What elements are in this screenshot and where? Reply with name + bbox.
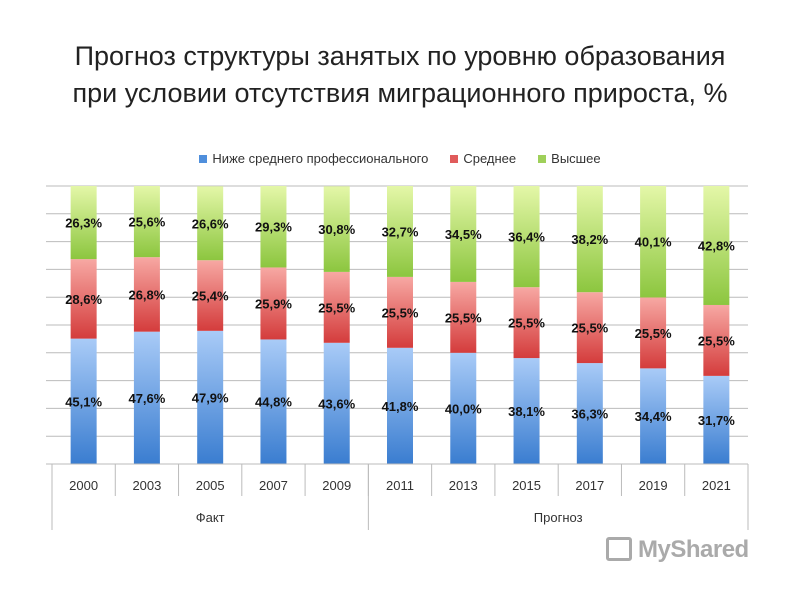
x-tick-label: 2005 [196,478,225,493]
data-label: 43,6% [318,396,355,411]
data-label: 25,5% [382,305,419,320]
bar-segment [260,186,287,268]
data-label: 26,3% [65,216,102,231]
data-label: 31,7% [698,413,735,428]
bar-segment [450,352,477,464]
bar-segment [387,186,413,277]
x-tick-label: 2011 [386,478,414,493]
bar-segment [576,292,603,364]
data-label: 25,4% [192,289,229,304]
data-label: 26,6% [192,216,229,231]
legend-swatch [199,155,208,163]
data-label: 38,2% [571,232,608,247]
legend-label: Среднее [463,151,517,166]
bar-segment [640,297,667,369]
data-label: 25,5% [508,316,545,331]
data-label: 32,7% [382,224,419,239]
bar-segment [513,358,540,464]
x-tick-label: 2009 [322,478,351,493]
chart-title: Прогноз структуры занятых по уровню обра… [0,38,800,112]
data-label: 25,6% [128,215,165,230]
data-label: 25,9% [255,296,292,311]
data-label: 30,8% [318,222,355,237]
data-label: 25,5% [698,333,735,348]
x-tick-label: 2015 [512,478,541,493]
data-label: 44,8% [255,395,292,410]
x-tick-label: 2003 [132,478,161,493]
x-tick-label: 2000 [69,478,98,493]
title-line: Прогноз структуры занятых по уровню обра… [74,41,726,71]
legend-item: Ниже среднего профессионального [199,151,428,166]
x-tick-label: 2021 [702,478,731,493]
data-label: 29,3% [255,220,292,235]
legend-item: Среднее [450,151,516,166]
bar-segment [576,363,603,464]
bar-segment [703,304,730,376]
legend: Ниже среднего профессионального Среднее Вы… [0,151,800,166]
data-label: 26,8% [128,287,165,302]
data-label: 47,9% [192,390,229,405]
bar-segment [450,281,477,353]
bar-segment [133,186,160,258]
bar-segment [197,260,224,331]
bar-segment [70,186,97,260]
legend-item: Высшее [538,151,601,166]
data-label: 47,6% [128,391,165,406]
bar-segment [323,271,350,343]
bar-segment [133,257,160,332]
data-label: 40,0% [445,401,482,416]
data-label: 34,5% [445,227,482,242]
bar-segment [703,186,730,305]
legend-swatch [450,155,459,163]
logo: MyShared [606,536,749,564]
data-label: 25,5% [635,326,672,341]
bar-segment [703,375,730,464]
data-label: 25,5% [571,321,608,336]
data-label: 40,1% [635,235,672,250]
group-label: Факт [196,510,225,525]
x-tick-label: 2007 [259,478,288,493]
legend-label: Ниже среднего профессионального [212,151,429,166]
data-label: 34,4% [635,409,672,424]
data-label: 36,3% [571,407,608,422]
bar-segment [640,186,667,298]
data-label: 41,8% [382,399,419,414]
x-tick-label: 2019 [639,478,668,493]
logo-text: MyShared [638,536,749,563]
bar-segment [133,331,160,464]
x-tick-label: 2013 [449,478,478,493]
bar-segment [513,186,540,288]
bar-segment [387,347,413,464]
bar-segment [260,267,287,340]
bar-segment [450,186,477,282]
bar-segment [323,342,350,464]
data-label: 45,1% [65,394,102,409]
bar-segment [640,368,667,464]
data-label: 25,5% [318,300,355,315]
bar-segment [197,186,224,261]
data-label: 42,8% [698,238,735,253]
bar-segment [576,186,603,293]
bar-segment [513,287,540,359]
data-label: 38,1% [508,404,545,419]
data-label: 28,6% [65,292,102,307]
bar-segment [70,338,97,464]
legend-swatch [538,155,547,163]
bar-segment [70,259,97,339]
title-line: при условии отсутствия миграционного при… [72,78,728,108]
logo-icon [606,537,632,561]
group-label: Прогноз [534,510,583,525]
bar-segment [387,276,413,348]
bar-segment [260,339,287,464]
x-tick-label: 2017 [575,478,604,493]
legend-label: Высшее [551,151,601,166]
data-label: 25,5% [445,310,482,325]
bar-segment [323,186,350,272]
data-label: 36,4% [508,230,545,245]
bar-segment [197,330,224,464]
